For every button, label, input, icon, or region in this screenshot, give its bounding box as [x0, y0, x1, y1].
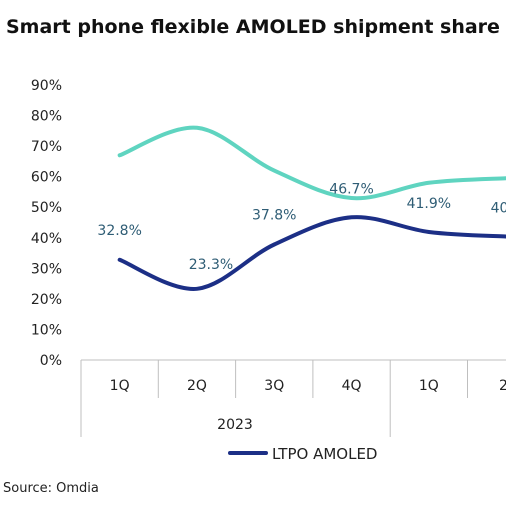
legend-label: LTPO AMOLED — [272, 445, 377, 463]
y-tick-label: 80% — [31, 109, 62, 125]
y-tick-label: 90% — [31, 78, 62, 94]
source-note: Source: Omdia — [3, 481, 99, 496]
data-label: 40.4 — [491, 201, 506, 217]
x-tick-label: 2Q — [187, 378, 207, 394]
y-tick-label: 0% — [40, 353, 62, 369]
data-label: 37.8% — [252, 208, 296, 224]
y-tick-label: 30% — [31, 261, 62, 277]
y-tick-label: 20% — [31, 292, 62, 308]
y-tick-label: 60% — [31, 170, 62, 186]
data-label: 46.7% — [329, 181, 373, 197]
series-line-series-1 — [117, 125, 506, 201]
y-tick-label: 40% — [31, 231, 62, 247]
series-line-ltpo-amoled — [117, 215, 506, 291]
data-label: 41.9% — [407, 196, 451, 212]
y-tick-label: 10% — [31, 322, 62, 338]
y-tick-label: 50% — [31, 200, 62, 216]
x-tick-label: 4Q — [342, 378, 362, 394]
x-tick-label: 2( — [499, 378, 506, 394]
data-label: 23.3% — [189, 257, 233, 273]
x-tick-label: 1Q — [419, 378, 439, 394]
y-tick-label: 70% — [31, 139, 62, 155]
chart-title: Smart phone flexible AMOLED shipment sha… — [6, 16, 500, 38]
year-label: 2023 — [217, 417, 253, 433]
data-label: 32.8% — [97, 223, 141, 239]
x-tick-label: 3Q — [264, 378, 284, 394]
x-tick-label: 1Q — [110, 378, 130, 394]
